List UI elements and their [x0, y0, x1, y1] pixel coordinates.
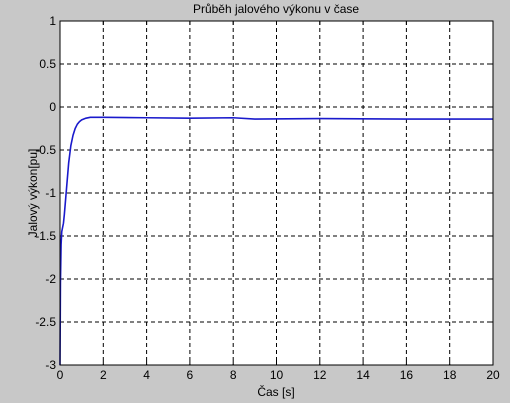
y-tick-label: 0: [49, 100, 56, 114]
series-line: [59, 116, 493, 366]
y-tick-label: -3: [45, 358, 56, 372]
x-tick-label: 0: [57, 368, 64, 382]
x-tick-label: 4: [143, 368, 150, 382]
y-tick-label: -2: [45, 272, 56, 286]
x-tick-label: 14: [356, 368, 370, 382]
y-tick-label: -1.5: [35, 229, 56, 243]
y-tick-label: 1: [49, 14, 56, 28]
y-tick-label: -1: [45, 186, 56, 200]
data-series: [59, 116, 493, 366]
grid-lines: [60, 21, 493, 365]
x-tick-label: 6: [187, 368, 194, 382]
chart-title: Průběh jalového výkonu v čase: [193, 2, 359, 16]
x-tick-label: 20: [486, 368, 500, 382]
x-tick-label: 10: [270, 368, 284, 382]
plot-border: [59, 20, 494, 366]
y-tick-label: -0.5: [35, 143, 56, 157]
x-tick-label: 18: [443, 368, 457, 382]
x-tick-label: 2: [100, 368, 107, 382]
y-axis-label: Jalový výkon[pu]: [26, 149, 40, 238]
x-tick-label: 8: [230, 368, 237, 382]
x-tick-label: 16: [400, 368, 414, 382]
x-axis-label: Čas [s]: [257, 384, 294, 399]
y-tick-label: -2.5: [35, 315, 56, 329]
axis-ticks: 0 2 4 6 8 10 12 14 16 18 20 1 0.5 0 -0.5 -1 -1.5 -2 -2.5 -3: [35, 14, 500, 382]
y-tick-label: 0.5: [39, 57, 56, 71]
x-tick-label: 12: [313, 368, 327, 382]
